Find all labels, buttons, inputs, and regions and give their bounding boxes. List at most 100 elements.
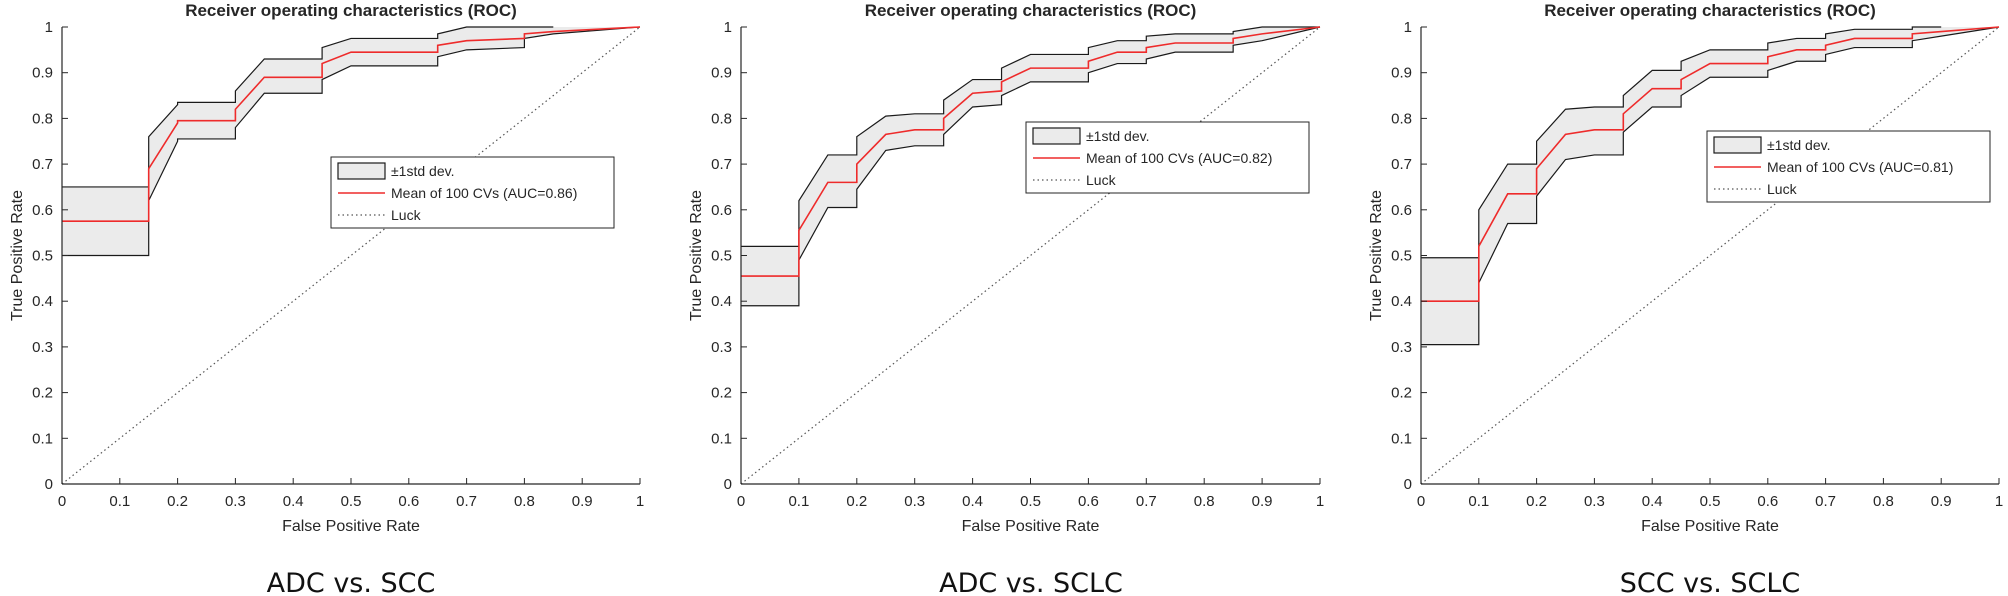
y-tick-label: 0.7 <box>32 156 53 173</box>
y-tick-label: 0.3 <box>32 339 53 356</box>
y-tick-label: 0.6 <box>1391 202 1412 219</box>
x-tick-label: 0.1 <box>788 493 809 510</box>
mean-roc-line <box>1421 26 2000 303</box>
legend-luck-label: Luck <box>1767 181 1798 197</box>
legend-std-label: ±1std dev. <box>1767 137 1830 153</box>
x-tick-label: 1 <box>636 493 644 510</box>
lower-std-line <box>62 26 641 257</box>
y-tick-label: 0.8 <box>1391 110 1412 127</box>
x-tick-label: 0.7 <box>1136 493 1157 510</box>
y-tick-label: 0.4 <box>711 293 732 310</box>
legend: ±1std dev. Mean of 100 CVs (AUC=0.81) Luck <box>1706 130 1991 203</box>
upper-std-line <box>1421 26 1942 259</box>
chart-caption: ADC vs. SCLC <box>939 568 1123 596</box>
y-axis-label: True Positive Rate <box>688 190 705 321</box>
x-tick-label: 0.5 <box>341 493 362 510</box>
mean-roc-line <box>741 26 1321 277</box>
y-tick-label: 0 <box>724 476 732 493</box>
y-tick-label: 0.2 <box>32 385 53 402</box>
x-tick-label: 0.9 <box>1931 493 1952 510</box>
legend-std-swatch <box>1032 127 1081 145</box>
legend-mean-label: Mean of 100 CVs (AUC=0.86) <box>391 185 577 201</box>
upper-std-line <box>62 26 554 188</box>
y-tick-label: 0.6 <box>32 202 53 219</box>
x-tick-label: 0.8 <box>1194 493 1215 510</box>
x-tick-label: 0.2 <box>1526 493 1547 510</box>
x-tick-label: 0.8 <box>514 493 535 510</box>
y-tick-label: 0.6 <box>711 202 732 219</box>
y-axis-label: True Positive Rate <box>9 190 26 321</box>
y-tick-label: 0.3 <box>711 339 732 356</box>
y-tick-label: 0.5 <box>711 248 732 265</box>
y-tick-label: 0.9 <box>1391 65 1412 82</box>
x-tick-label: 0 <box>737 493 745 510</box>
x-tick-label: 0.6 <box>1078 493 1099 510</box>
x-tick-label: 0.4 <box>1642 493 1663 510</box>
x-tick-label: 0.1 <box>1468 493 1489 510</box>
y-tick-label: 1 <box>724 19 732 36</box>
y-tick-label: 0.4 <box>1391 293 1412 310</box>
y-tick-label: 0.7 <box>1391 156 1412 173</box>
roc-chart-3: 0 0.1 0.2 0.3 0.4 0.5 0.6 0.7 0.8 0.9 1 0 0.1 0.2 0.3 0… <box>1368 1 2003 535</box>
legend: ±1std dev. Mean of 100 CVs (AUC=0.86) Luck <box>330 156 615 229</box>
x-tick-label: 1 <box>1316 493 1324 510</box>
y-tick-label: 0 <box>1404 476 1412 493</box>
y-tick-label: 0.7 <box>711 156 732 173</box>
legend-mean-label: Mean of 100 CVs (AUC=0.82) <box>1086 150 1272 166</box>
x-tick-label: 0.4 <box>962 493 983 510</box>
x-tick-label: 0.8 <box>1873 493 1894 510</box>
y-tick-label: 0 <box>45 476 53 493</box>
x-tick-label: 0.6 <box>398 493 419 510</box>
luck-line <box>1420 26 2000 485</box>
x-tick-label: 0.3 <box>1584 493 1605 510</box>
x-axis-label: False Positive Rate <box>282 518 420 535</box>
legend-std-swatch <box>1713 136 1762 154</box>
legend-mean-label: Mean of 100 CVs (AUC=0.81) <box>1767 159 1953 175</box>
y-tick-label: 0.9 <box>32 65 53 82</box>
x-tick-label: 0.7 <box>1815 493 1836 510</box>
y-tick-label: 0.3 <box>1391 339 1412 356</box>
x-tick-label: 0.3 <box>904 493 925 510</box>
x-tick-label: 0.7 <box>456 493 477 510</box>
y-tick-label: 0.8 <box>32 110 53 127</box>
y-tick-label: 0.4 <box>32 293 53 310</box>
x-tick-label: 0.5 <box>1020 493 1041 510</box>
x-tick-label: 0.9 <box>572 493 593 510</box>
x-axis-label: False Positive Rate <box>1641 518 1779 535</box>
y-tick-label: 0.1 <box>32 430 53 447</box>
y-tick-label: 0.5 <box>1391 248 1412 265</box>
x-tick-label: 0.2 <box>167 493 188 510</box>
luck-line <box>740 26 1321 485</box>
legend-std-label: ±1std dev. <box>391 163 454 179</box>
lower-std-line <box>741 26 1321 307</box>
y-tick-label: 0.1 <box>711 430 732 447</box>
chart-title: Receiver operating characteristics (ROC) <box>1544 1 1876 20</box>
x-axis-label: False Positive Rate <box>962 518 1100 535</box>
x-tick-label: 0.9 <box>1252 493 1273 510</box>
y-tick-label: 0.1 <box>1391 430 1412 447</box>
chart-title: Receiver operating characteristics (ROC) <box>185 1 517 20</box>
x-tick-label: 0.4 <box>283 493 304 510</box>
x-tick-label: 0.6 <box>1757 493 1778 510</box>
legend-std-label: ±1std dev. <box>1086 128 1149 144</box>
x-tick-label: 0 <box>1417 493 1425 510</box>
upper-std-line <box>741 26 1320 247</box>
lower-std-line <box>1421 26 2000 346</box>
legend: ±1std dev. Mean of 100 CVs (AUC=0.82) Luck <box>1025 121 1310 194</box>
x-tick-label: 1 <box>1995 493 2003 510</box>
roc-chart-1: 0 0.1 0.2 0.3 0.4 0.5 0.6 0.7 0.8 0.9 1 0 0.1 0.2 0.3 0… <box>9 1 644 535</box>
legend-luck-label: Luck <box>1086 172 1117 188</box>
luck-line <box>61 26 641 485</box>
y-tick-label: 0.2 <box>1391 385 1412 402</box>
x-tick-label: 0.2 <box>846 493 867 510</box>
y-axis-label: True Positive Rate <box>1368 190 1385 321</box>
x-tick-label: 0.5 <box>1700 493 1721 510</box>
chart-caption: SCC vs. SCLC <box>1620 568 1801 596</box>
x-tick-label: 0 <box>58 493 66 510</box>
mean-roc-line <box>62 26 641 223</box>
x-tick-label: 0.1 <box>109 493 130 510</box>
y-tick-label: 1 <box>45 19 53 36</box>
x-tick-label: 0.3 <box>225 493 246 510</box>
roc-chart-2: 0 0.1 0.2 0.3 0.4 0.5 0.6 0.7 0.8 0.9 1 0 0.1 0.2 0.3 0… <box>688 1 1324 535</box>
